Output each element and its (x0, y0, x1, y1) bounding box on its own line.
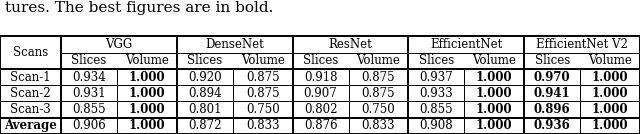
Text: 1.000: 1.000 (476, 87, 513, 100)
Text: 0.906: 0.906 (72, 119, 106, 132)
Text: 1.000: 1.000 (476, 103, 513, 116)
Text: 0.970: 0.970 (534, 71, 570, 84)
Text: Volume: Volume (472, 54, 516, 67)
Text: 0.875: 0.875 (362, 71, 396, 84)
Text: 0.920: 0.920 (188, 71, 221, 84)
Text: Volume: Volume (125, 54, 169, 67)
Text: 0.896: 0.896 (534, 103, 570, 116)
Text: EfficientNet: EfficientNet (430, 38, 502, 51)
Text: Scan-3: Scan-3 (10, 103, 51, 116)
Text: 0.875: 0.875 (246, 87, 280, 100)
Text: Slices: Slices (188, 54, 223, 67)
Text: 0.876: 0.876 (304, 119, 337, 132)
Text: 0.936: 0.936 (534, 119, 570, 132)
Text: 0.907: 0.907 (304, 87, 337, 100)
Text: Volume: Volume (588, 54, 632, 67)
Text: Volume: Volume (241, 54, 285, 67)
Text: 1.000: 1.000 (592, 87, 628, 100)
Text: Scans: Scans (13, 46, 48, 59)
Text: 1.000: 1.000 (476, 71, 513, 84)
Text: 0.833: 0.833 (362, 119, 396, 132)
Text: Slices: Slices (534, 54, 570, 67)
Text: Scan-2: Scan-2 (10, 87, 51, 100)
Text: 1.000: 1.000 (592, 119, 628, 132)
Text: 0.833: 0.833 (246, 119, 280, 132)
Text: 1.000: 1.000 (592, 71, 628, 84)
Text: Slices: Slices (303, 54, 338, 67)
Text: 1.000: 1.000 (129, 71, 165, 84)
Text: 0.933: 0.933 (419, 87, 453, 100)
Text: VGG: VGG (106, 38, 132, 51)
Text: 0.941: 0.941 (534, 87, 570, 100)
Text: 0.855: 0.855 (72, 103, 106, 116)
Text: 0.872: 0.872 (188, 119, 221, 132)
Text: 0.934: 0.934 (72, 71, 106, 84)
Text: 0.937: 0.937 (419, 71, 453, 84)
Text: 0.802: 0.802 (304, 103, 337, 116)
Text: 0.918: 0.918 (304, 71, 337, 84)
Text: 0.855: 0.855 (420, 103, 453, 116)
Text: Scan-1: Scan-1 (10, 71, 51, 84)
Text: ResNet: ResNet (329, 38, 372, 51)
Text: 0.750: 0.750 (362, 103, 396, 116)
Text: 0.908: 0.908 (420, 119, 453, 132)
Text: 1.000: 1.000 (129, 87, 165, 100)
Text: 0.801: 0.801 (188, 103, 221, 116)
Text: 0.931: 0.931 (72, 87, 106, 100)
Text: 0.750: 0.750 (246, 103, 280, 116)
Text: 1.000: 1.000 (476, 119, 513, 132)
Text: Slices: Slices (419, 54, 454, 67)
Text: tures. The best figures are in bold.: tures. The best figures are in bold. (5, 1, 273, 15)
Text: DenseNet: DenseNet (205, 38, 264, 51)
Text: Volume: Volume (356, 54, 401, 67)
Text: 0.894: 0.894 (188, 87, 221, 100)
Text: 0.875: 0.875 (362, 87, 396, 100)
Text: 0.875: 0.875 (246, 71, 280, 84)
Text: 1.000: 1.000 (129, 119, 165, 132)
Text: Slices: Slices (72, 54, 107, 67)
Text: Average: Average (4, 119, 57, 132)
Text: 1.000: 1.000 (129, 103, 165, 116)
Text: 1.000: 1.000 (592, 103, 628, 116)
Text: EfficientNet V2: EfficientNet V2 (536, 38, 628, 51)
